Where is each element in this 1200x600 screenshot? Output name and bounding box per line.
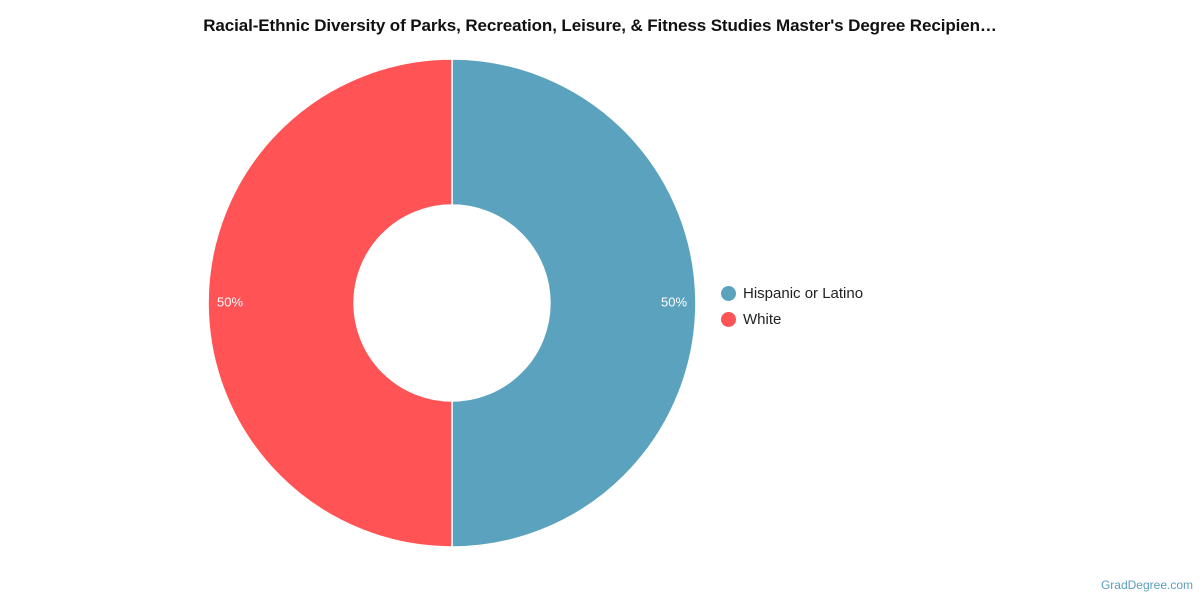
- slice-label-white: 50%: [217, 294, 243, 309]
- slice-hispanic-or-latino[interactable]: [451, 58, 697, 548]
- legend-swatch: [721, 285, 736, 301]
- legend-swatch: [721, 311, 736, 327]
- chart-title: Racial-Ethnic Diversity of Parks, Recrea…: [203, 16, 997, 35]
- slice-labels: 50% 50%: [217, 294, 687, 309]
- donut-slices: [207, 58, 697, 548]
- legend-label: White: [743, 310, 782, 328]
- legend-item-hispanic-or-latino[interactable]: Hispanic or Latino: [721, 280, 863, 306]
- slice-white[interactable]: [207, 58, 453, 548]
- legend-item-white[interactable]: White: [721, 306, 863, 332]
- slice-label-hispanic-or-latino: 50%: [661, 294, 687, 309]
- legend-label: Hispanic or Latino: [743, 284, 864, 302]
- legend: Hispanic or Latino White: [721, 280, 863, 332]
- source-credit[interactable]: GradDegree.com: [1100, 578, 1193, 592]
